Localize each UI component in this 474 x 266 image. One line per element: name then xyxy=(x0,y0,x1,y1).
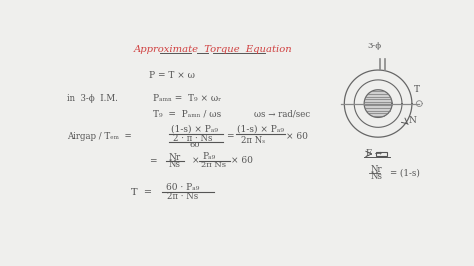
Text: =: = xyxy=(227,132,234,141)
Text: 2 · π · Ns: 2 · π · Ns xyxy=(173,134,213,143)
Text: 2π · Ns: 2π · Ns xyxy=(166,192,198,201)
Text: Ns: Ns xyxy=(169,160,181,169)
Text: 2π Ns: 2π Ns xyxy=(201,161,226,169)
Text: ωs → rad/sec: ωs → rad/sec xyxy=(254,109,310,118)
Text: (1-s) × Pₐ₉: (1-s) × Pₐ₉ xyxy=(171,124,219,133)
Text: P = T × ω: P = T × ω xyxy=(149,72,195,80)
Text: ×: × xyxy=(191,156,199,165)
Text: × 60: × 60 xyxy=(231,156,253,165)
Text: = (1-s): = (1-s) xyxy=(390,168,420,177)
Polygon shape xyxy=(364,90,392,118)
Text: 60: 60 xyxy=(190,141,200,149)
Text: Ns: Ns xyxy=(370,172,383,181)
Bar xyxy=(376,152,387,156)
Text: Pₐ₉: Pₐ₉ xyxy=(202,152,216,161)
Text: N: N xyxy=(409,116,417,125)
Text: Nr: Nr xyxy=(169,153,181,162)
Text: × 60: × 60 xyxy=(285,132,308,141)
Text: Nr: Nr xyxy=(370,165,382,174)
Text: in  3-ϕ  I.M.: in 3-ϕ I.M. xyxy=(66,94,118,103)
Text: (1-s) × Pₐ₉: (1-s) × Pₐ₉ xyxy=(237,124,284,133)
Text: F →: F → xyxy=(366,149,383,158)
Text: Approximate  Torque  Equation: Approximate Torque Equation xyxy=(134,45,293,54)
Text: 60 · Pₐ₉: 60 · Pₐ₉ xyxy=(166,183,199,192)
Text: T  =: T = xyxy=(131,188,152,197)
Text: 2π Nₛ: 2π Nₛ xyxy=(241,136,265,145)
Text: Pₐₘₙ =  T₉ × ωᵣ: Pₐₘₙ = T₉ × ωᵣ xyxy=(153,94,221,103)
Text: T: T xyxy=(414,85,420,94)
Text: 3-ϕ: 3-ϕ xyxy=(368,42,382,50)
Text: T₉  =  Pₐₘₙ / ωs: T₉ = Pₐₘₙ / ωs xyxy=(153,109,221,118)
Text: =: = xyxy=(149,157,157,166)
Text: Airgap / Tₑₘ  =: Airgap / Tₑₘ = xyxy=(66,132,131,141)
